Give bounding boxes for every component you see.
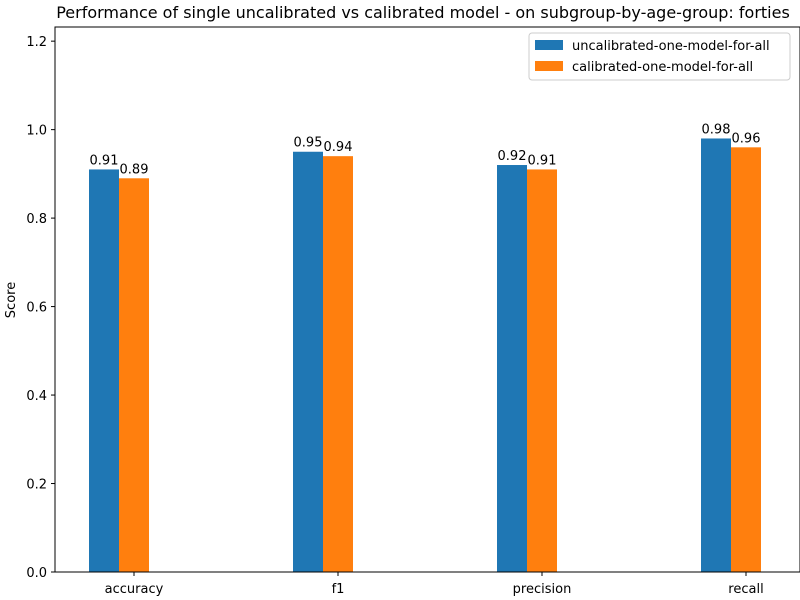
bar-calibrated-accuracy xyxy=(119,178,149,572)
y-axis-ticks: 0.0 0.2 0.4 0.6 0.8 1.0 1.2 xyxy=(26,35,55,581)
y-axis-label: Score xyxy=(4,282,19,318)
x-tick-label-accuracy: accuracy xyxy=(105,582,164,597)
bar-uncalibrated-precision xyxy=(497,165,527,573)
legend-label: calibrated-one-model-for-all xyxy=(572,60,753,75)
x-tick-label-f1: f1 xyxy=(332,582,345,597)
x-tick-label-recall: recall xyxy=(728,582,763,597)
data-label: 0.89 xyxy=(120,162,149,177)
bar-uncalibrated-recall xyxy=(701,138,731,572)
bar-uncalibrated-f1 xyxy=(293,151,323,572)
data-label: 0.96 xyxy=(732,131,761,146)
y-tick-label: 0.2 xyxy=(26,478,47,493)
y-tick-label: 1.2 xyxy=(26,35,47,50)
data-label: 0.95 xyxy=(294,136,323,151)
legend-label: uncalibrated-one-model-for-all xyxy=(572,39,770,54)
data-label: 0.92 xyxy=(498,149,527,164)
bar-calibrated-precision xyxy=(527,169,557,572)
x-axis-ticks: accuracy f1 precision recall xyxy=(105,572,764,597)
bars-group xyxy=(89,138,761,573)
y-tick-label: 0.6 xyxy=(26,301,47,316)
data-label: 0.91 xyxy=(528,153,557,168)
chart-title: Performance of single uncalibrated vs ca… xyxy=(56,3,790,22)
legend-swatch-uncalibrated xyxy=(535,40,563,50)
legend: uncalibrated-one-model-for-all calibrated… xyxy=(528,32,791,81)
y-tick-label: 0.0 xyxy=(26,566,47,581)
bar-calibrated-f1 xyxy=(323,156,353,573)
data-labels-group: 0.91 0.95 0.92 0.98 0.89 0.94 0.91 0.96 xyxy=(90,122,761,177)
x-tick-label-precision: precision xyxy=(513,582,572,597)
data-label: 0.91 xyxy=(90,153,119,168)
y-tick-label: 0.8 xyxy=(26,212,47,227)
y-tick-label: 0.4 xyxy=(26,389,47,404)
legend-box xyxy=(528,32,791,81)
plot-frame xyxy=(54,26,800,573)
bar-calibrated-recall xyxy=(731,147,761,572)
legend-swatch-calibrated xyxy=(535,61,563,71)
bar-uncalibrated-accuracy xyxy=(89,169,119,572)
data-label: 0.94 xyxy=(324,140,353,155)
y-tick-label: 1.0 xyxy=(26,124,47,139)
data-label: 0.98 xyxy=(702,122,731,137)
